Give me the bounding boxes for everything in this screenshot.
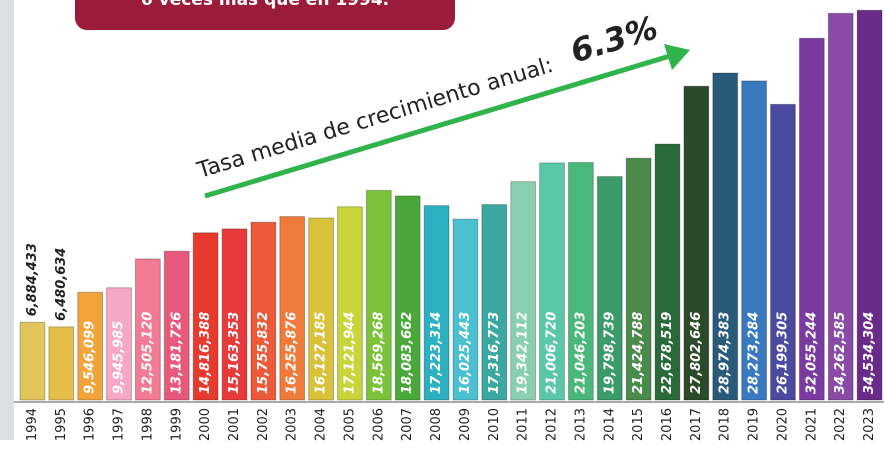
left-edge [0,0,14,440]
x-tick-label: 2015 [631,408,646,441]
value-label: 21,006,720 [545,312,560,394]
x-tick-label: 2000 [198,408,213,441]
value-label: 19,342,112 [516,312,531,394]
bar [49,327,74,400]
x-tick-label: 2014 [602,408,617,441]
x-tick-label: 2007 [400,408,415,441]
value-label: 6,884,433 [25,243,40,316]
x-tick-label: 2003 [285,408,300,441]
x-tick-label: 2010 [487,408,502,441]
value-label: 18,083,662 [400,312,415,394]
x-tick-label: 1996 [83,408,98,441]
x-tick-label: 2020 [775,408,790,441]
value-label: 16,025,443 [458,312,473,394]
x-tick-label: 1997 [112,408,127,441]
value-label: 22,678,519 [660,312,675,394]
value-label: 12,505,120 [140,312,155,394]
x-tick-label: 2006 [371,408,386,441]
x-tick-label: 2019 [747,408,762,441]
x-tick-label: 2021 [804,408,819,441]
x-tick-label: 2004 [314,408,329,441]
value-label: 9,546,099 [83,321,98,394]
x-tick-label: 2008 [429,408,444,441]
value-label: 18,569,268 [371,312,386,394]
x-tick-label: 2002 [256,408,271,441]
x-tick-label: 1999 [169,408,184,441]
value-label: 21,046,203 [573,312,588,394]
banner-text: 6 veces más que en 1994. [141,0,389,10]
value-label: 28,273,284 [747,312,762,394]
value-label: 17,316,773 [487,312,502,394]
value-label: 21,424,788 [631,312,646,394]
x-tick-label: 2012 [545,408,560,441]
value-label: 16,127,185 [314,312,329,394]
value-label: 34,534,304 [862,312,877,394]
bar [20,322,45,400]
x-tick-label: 2022 [833,408,848,441]
value-label: 14,816,388 [198,312,213,394]
x-tick-label: 1994 [25,408,40,441]
value-label: 15,755,832 [256,312,271,394]
x-tick-label: 1998 [140,408,155,441]
x-tick-label: 1995 [54,408,69,441]
value-label: 26,199,305 [775,312,790,394]
x-tick-label: 2005 [342,408,357,441]
value-label: 34,262,585 [833,312,848,394]
x-tick-label: 2013 [573,408,588,441]
value-label: 17,223,314 [429,312,444,394]
x-tick-label: 2001 [227,408,242,441]
value-label: 16,255,876 [285,312,300,394]
value-label: 15,163,353 [227,312,242,394]
value-label: 6,480,634 [54,248,69,321]
value-label: 9,945,985 [112,321,127,394]
x-tick-label: 2017 [689,408,704,441]
value-label: 28,974,383 [718,312,733,394]
x-tick-label: 2023 [862,408,877,441]
value-label: 17,121,944 [342,312,357,394]
value-label: 27,802,646 [689,312,704,394]
value-label: 32,055,244 [804,312,819,394]
x-tick-label: 2018 [718,408,733,441]
x-tick-label: 2009 [458,408,473,441]
chart: 6 veces más que en 1994. Tasa media de c… [0,0,884,462]
x-tick-label: 2011 [516,408,531,441]
value-label: 19,798,739 [602,312,617,394]
value-label: 13,181,726 [169,312,184,394]
x-tick-label: 2016 [660,408,675,441]
